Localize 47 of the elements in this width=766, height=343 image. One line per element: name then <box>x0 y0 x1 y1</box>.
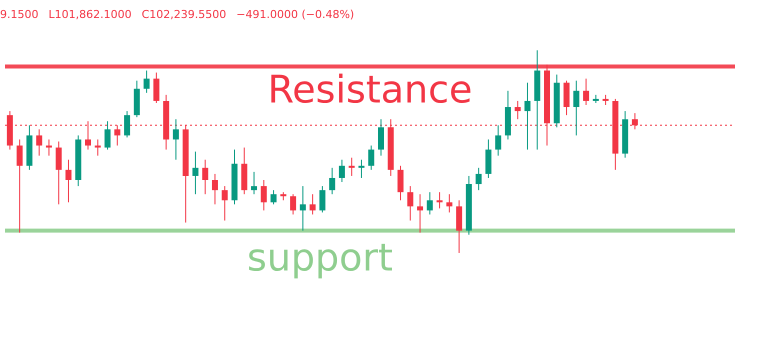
candlestick <box>358 159 364 178</box>
ref-line-label: Resistance <box>268 67 472 112</box>
candlestick <box>310 194 316 215</box>
candlestick <box>270 190 277 205</box>
candlestick <box>583 78 590 106</box>
candlestick <box>36 128 42 156</box>
candlestick <box>16 138 23 234</box>
candlestick <box>514 100 521 120</box>
candlestick <box>348 157 355 176</box>
candlestick <box>300 186 306 232</box>
candlestick <box>192 151 198 195</box>
candlestick <box>251 171 258 195</box>
candlestick <box>260 180 267 211</box>
candlestick <box>222 186 228 222</box>
candlestick <box>495 124 502 156</box>
candlestick <box>94 138 101 156</box>
text: −491.0000 (−0.48%) <box>236 8 354 21</box>
candlestick <box>65 159 72 203</box>
candlestick <box>56 140 62 205</box>
candlestick <box>290 194 296 215</box>
candlestick <box>104 120 111 150</box>
text: L101,862.1000 <box>48 8 132 21</box>
candlestick <box>602 94 609 106</box>
candlestick <box>329 167 336 195</box>
candlestick <box>573 80 580 136</box>
candlestick <box>212 173 218 205</box>
candlestick <box>378 118 384 156</box>
candlestick <box>319 186 326 213</box>
text: C102,239.5500 <box>142 8 226 21</box>
candlestick <box>446 194 452 213</box>
candlestick <box>368 145 374 170</box>
candlestick <box>436 192 443 209</box>
candlestick <box>524 82 530 150</box>
candlestick <box>124 110 130 138</box>
candlestick <box>426 192 433 215</box>
candlestick <box>172 118 179 160</box>
candlestick <box>46 138 52 156</box>
candlestick <box>407 186 414 222</box>
candlestick <box>417 194 424 234</box>
candlestick <box>398 165 404 201</box>
candlestick <box>144 70 150 94</box>
candlestick <box>153 72 160 104</box>
ref-line-label: support <box>247 236 393 280</box>
candlestick <box>338 159 345 183</box>
candlestick <box>476 167 482 191</box>
candlestick <box>202 159 208 195</box>
text: 9.1500 <box>0 8 38 21</box>
